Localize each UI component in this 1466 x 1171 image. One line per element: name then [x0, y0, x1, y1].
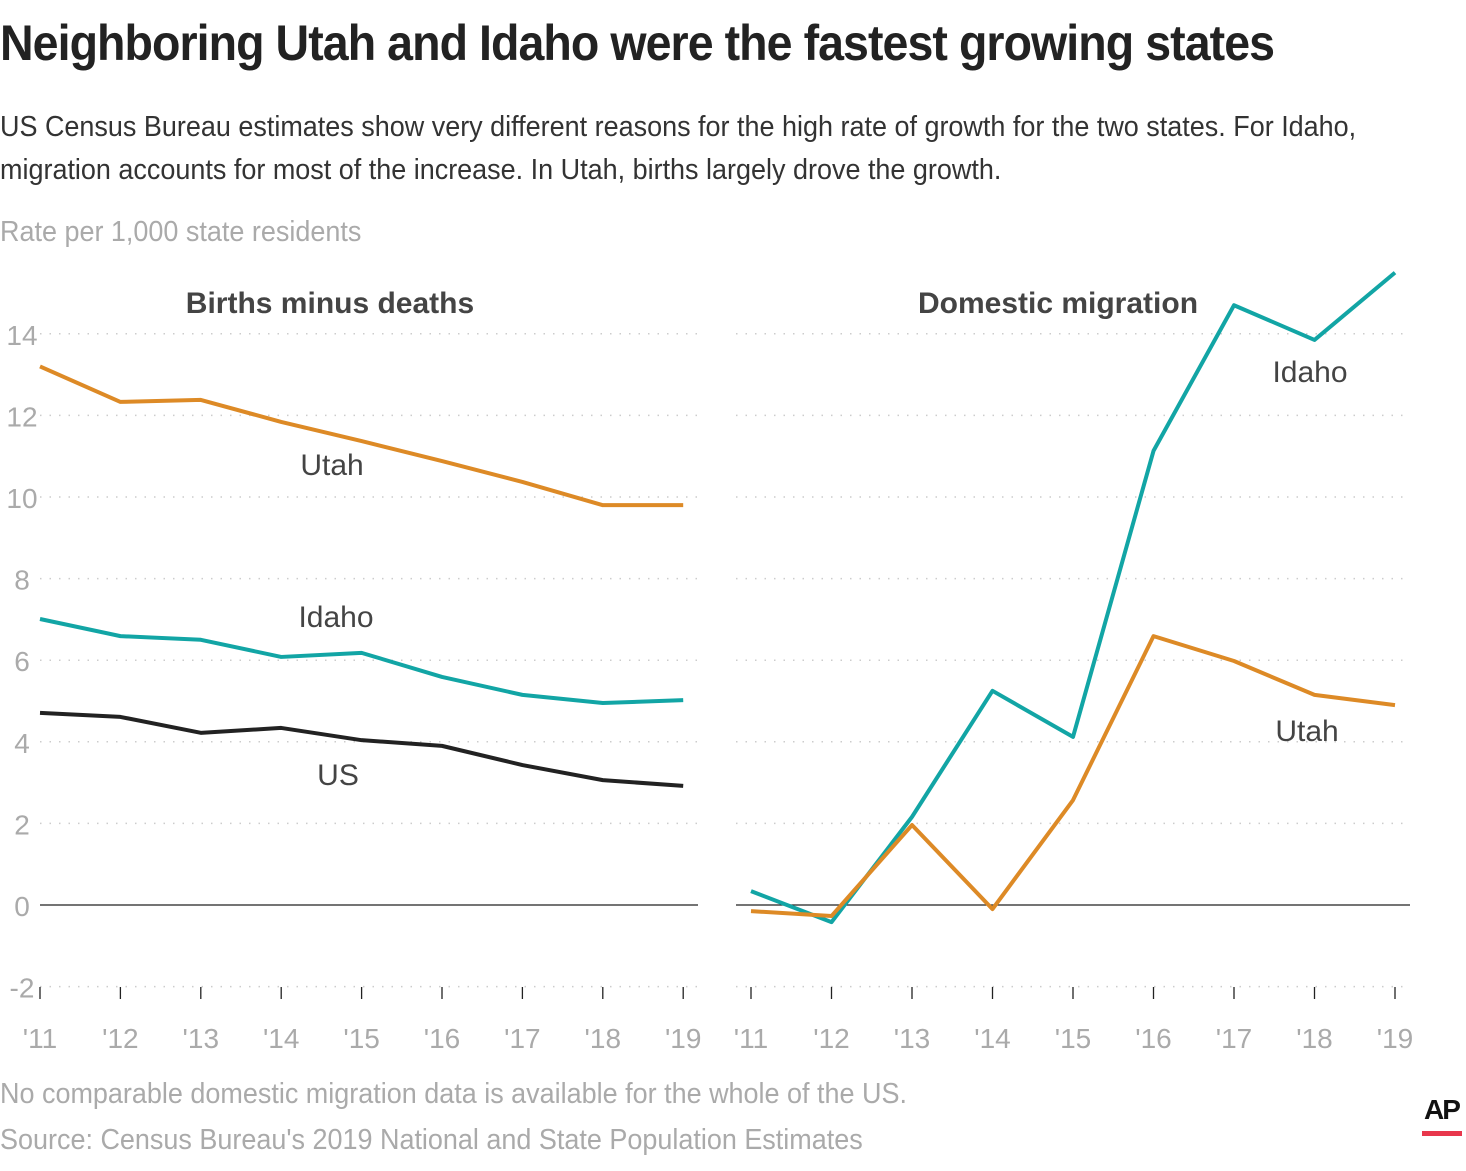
y-tick-label: 6: [14, 646, 30, 677]
chart-title: Neighboring Utah and Idaho were the fast…: [0, 15, 1275, 71]
x-tick-label: '12: [102, 1023, 139, 1054]
x-tick-label: '13: [894, 1023, 931, 1054]
x-tick-label: '11: [23, 1023, 57, 1054]
x-tick-label: '17: [504, 1023, 541, 1054]
y-tick-label: 4: [14, 728, 30, 759]
series-label: Utah: [1275, 715, 1338, 748]
series-label: Idaho: [1272, 356, 1347, 389]
series-label: US: [317, 759, 359, 792]
series-line-idaho: [39, 617, 684, 706]
x-tick-label: '11: [734, 1023, 768, 1054]
x-tick-label: '19: [665, 1023, 702, 1054]
x-tick-label: '16: [424, 1023, 461, 1054]
y-tick-label: -2: [10, 973, 35, 1004]
footnote: No comparable domestic migration data is…: [0, 1078, 907, 1110]
x-tick-label: '16: [1135, 1023, 1172, 1054]
x-tick-label: '18: [1296, 1023, 1333, 1054]
y-tick-label: 0: [14, 891, 30, 922]
x-tick-label: '14: [263, 1023, 300, 1054]
x-tick-label: '14: [974, 1023, 1011, 1054]
y-tick-label: 8: [14, 565, 30, 596]
y-tick-label: 10: [6, 483, 37, 514]
panel-title: Births minus deaths: [186, 287, 474, 320]
series-line-us: [39, 710, 684, 788]
x-tick-label: '17: [1216, 1023, 1253, 1054]
x-tick-label: '13: [183, 1023, 220, 1054]
x-tick-label: '18: [585, 1023, 622, 1054]
unit-label: Rate per 1,000 state residents: [0, 216, 362, 248]
ap-logo: AP: [1424, 1094, 1461, 1125]
y-tick-label: 14: [6, 320, 37, 351]
series-line-utah: [39, 364, 684, 508]
source-note: Source: Census Bureau's 2019 National an…: [0, 1124, 863, 1156]
x-tick-label: '15: [1055, 1023, 1092, 1054]
series-label: Idaho: [298, 601, 373, 634]
panel-title: Domestic migration: [918, 287, 1198, 320]
series-line-utah: [750, 634, 1396, 919]
chart-subtitle: US Census Bureau estimates show very dif…: [0, 111, 1357, 186]
x-tick-label: '19: [1377, 1023, 1414, 1054]
y-tick-label: 2: [14, 809, 30, 840]
x-tick-label: '12: [813, 1023, 850, 1054]
y-tick-label: 12: [6, 401, 37, 432]
x-tick-label: '15: [343, 1023, 380, 1054]
series-label: Utah: [300, 449, 363, 482]
ap-logo-bar: [1422, 1131, 1462, 1136]
